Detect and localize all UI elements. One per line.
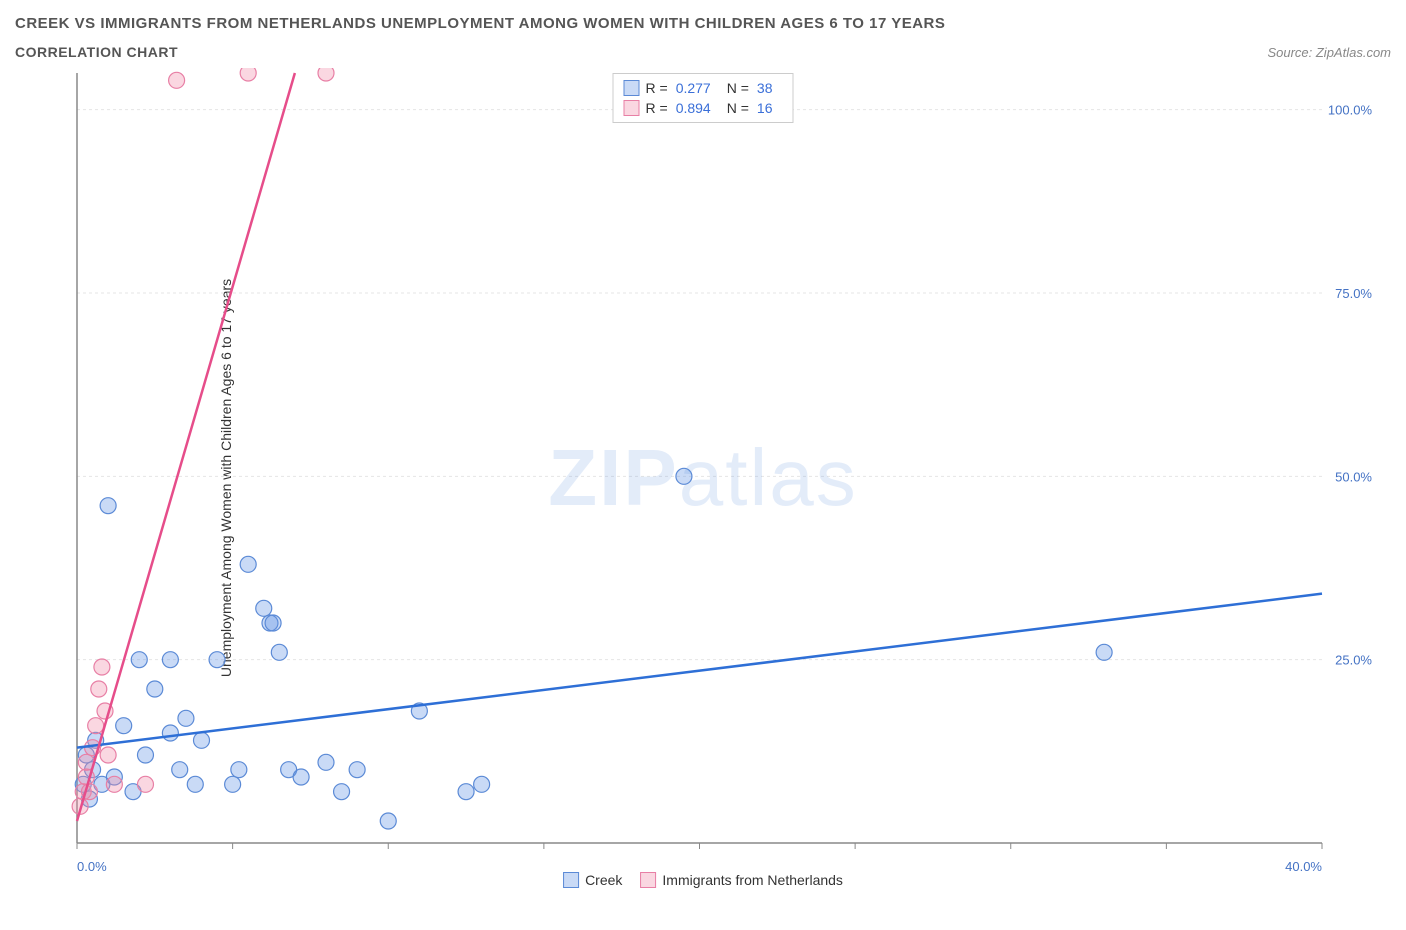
svg-text:40.0%: 40.0% — [1285, 859, 1322, 874]
n-label: N = — [727, 100, 749, 116]
svg-text:0.0%: 0.0% — [77, 859, 107, 874]
legend-row-netherlands: R = 0.894 N = 16 — [624, 98, 783, 118]
swatch-netherlands-icon — [640, 872, 656, 888]
r-value-creek: 0.277 — [676, 80, 711, 96]
swatch-creek — [624, 80, 640, 96]
svg-text:100.0%: 100.0% — [1328, 103, 1373, 118]
source-label: Source: ZipAtlas.com — [1267, 45, 1391, 60]
title-row: CORRELATION CHART Source: ZipAtlas.com — [15, 44, 1391, 60]
bottom-legend: Creek Immigrants from Netherlands — [563, 872, 843, 888]
svg-text:75.0%: 75.0% — [1335, 286, 1372, 301]
swatch-creek-icon — [563, 872, 579, 888]
r-label: R = — [646, 100, 668, 116]
legend-stats-box: R = 0.277 N = 38 R = 0.894 N = 16 — [613, 73, 794, 123]
r-label: R = — [646, 80, 668, 96]
swatch-netherlands — [624, 100, 640, 116]
r-value-netherlands: 0.894 — [676, 100, 711, 116]
svg-text:25.0%: 25.0% — [1335, 653, 1372, 668]
chart-title-line2: CORRELATION CHART — [15, 44, 178, 60]
bottom-legend-creek: Creek — [563, 872, 622, 888]
n-value-creek: 38 — [757, 80, 773, 96]
n-label: N = — [727, 80, 749, 96]
svg-text:50.0%: 50.0% — [1335, 469, 1372, 484]
scatter-plot-svg: 25.0% 50.0% 75.0% 100.0% 0.0% 40.0% — [15, 68, 1391, 888]
legend-netherlands-label: Immigrants from Netherlands — [662, 872, 843, 888]
chart-container: CREEK VS IMMIGRANTS FROM NETHERLANDS UNE… — [15, 15, 1391, 888]
bottom-legend-netherlands: Immigrants from Netherlands — [640, 872, 843, 888]
legend-creek-label: Creek — [585, 872, 622, 888]
n-value-netherlands: 16 — [757, 100, 773, 116]
legend-row-creek: R = 0.277 N = 38 — [624, 78, 783, 98]
plot-wrapper: Unemployment Among Women with Children A… — [15, 68, 1391, 888]
chart-title-line1: CREEK VS IMMIGRANTS FROM NETHERLANDS UNE… — [15, 15, 1391, 32]
